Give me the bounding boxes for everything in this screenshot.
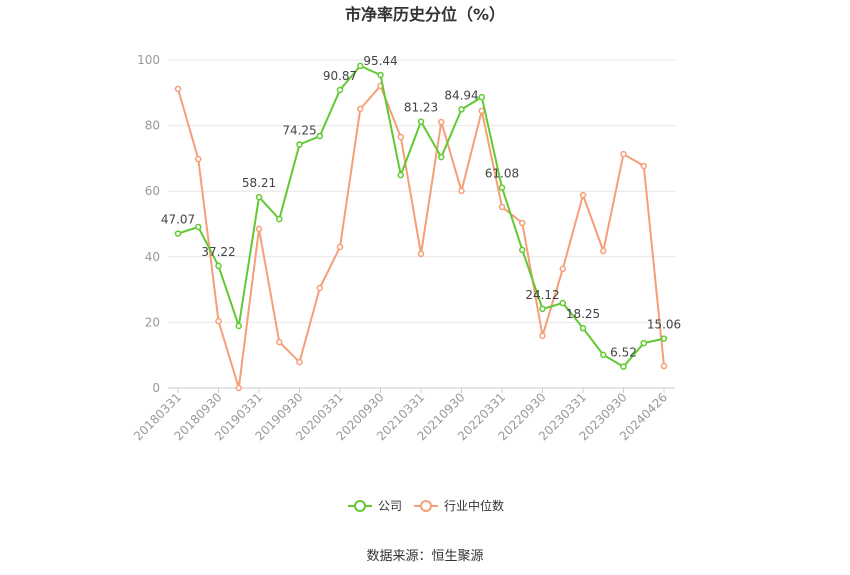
data-point-company [600, 351, 607, 359]
y-tick-label: 40 [145, 250, 160, 264]
data-point-industry-median [640, 162, 647, 170]
legend-marker-industry-median [420, 500, 432, 512]
data-point-industry-median [438, 118, 445, 126]
data-labels: 47.07 37.22 58.21 74.25 90.87 95.44 81.23 84.94… [161, 54, 681, 360]
legend-marker-company [354, 500, 366, 512]
data-point-company [316, 132, 323, 140]
data-label-company: 90.87 [323, 69, 357, 83]
data-point-company [336, 86, 344, 94]
data-label-company: 84.94 [444, 88, 478, 102]
data-point-company [620, 363, 627, 370]
data-point-industry-median [215, 317, 222, 325]
data-point-industry-median [498, 203, 506, 211]
data-point-industry-median [519, 219, 526, 227]
data-label-company: 95.44 [363, 54, 397, 68]
data-point-industry-median [276, 338, 283, 346]
data-point-industry-median [417, 250, 425, 258]
data-point-company [235, 322, 242, 330]
data-point-company [458, 106, 465, 113]
data-label-company: 81.23 [404, 101, 438, 115]
data-source: 数据来源：恒生聚源 [366, 549, 483, 564]
data-point-industry-median [296, 358, 303, 366]
grid [168, 59, 675, 323]
y-tick-label: 80 [145, 119, 160, 133]
data-point-industry-median [336, 243, 344, 251]
data-point-company [498, 184, 506, 191]
data-point-company [174, 230, 182, 237]
data-point-industry-median [620, 150, 627, 158]
data-point-company [215, 262, 222, 270]
data-point-company [255, 193, 263, 201]
y-tick-label: 100 [137, 53, 160, 67]
data-point-company [438, 153, 445, 161]
data-point-company [357, 62, 364, 70]
data-point-industry-median [235, 384, 242, 392]
y-tick-label: 20 [145, 315, 160, 329]
series-industry-median [174, 82, 668, 392]
data-point-company [417, 118, 425, 125]
data-label-company: 47.07 [161, 213, 195, 227]
data-label-company: 18.25 [566, 307, 600, 321]
y-tick-label: 0 [152, 381, 160, 395]
data-point-industry-median [660, 362, 668, 370]
legend-label-industry-median: 行业中位数 [444, 498, 504, 513]
data-point-industry-median [579, 191, 587, 199]
data-point-industry-median [397, 133, 404, 141]
chart-title: 市净率历史分位（%） [345, 5, 505, 24]
data-label-company: 74.25 [282, 123, 316, 137]
data-point-company [519, 246, 526, 254]
data-point-industry-median [357, 105, 364, 113]
series-layer [174, 62, 668, 392]
data-point-industry-median [195, 155, 202, 163]
data-point-company [579, 324, 587, 332]
data-point-company [640, 339, 647, 347]
data-point-company [559, 299, 566, 307]
data-label-company: 24.12 [525, 288, 559, 302]
legend-item-company[interactable]: 公司 [348, 499, 402, 513]
data-point-industry-median [458, 187, 465, 195]
data-label-company: 37.22 [201, 245, 235, 259]
data-point-company [660, 335, 668, 342]
data-label-company: 15.06 [647, 318, 681, 332]
data-point-company [478, 93, 485, 101]
data-point-company [195, 223, 202, 231]
data-point-industry-median [539, 332, 546, 340]
series-line-industry-median [177, 84, 665, 389]
data-point-company [397, 171, 404, 179]
data-label-company: 61.08 [485, 167, 519, 181]
data-point-industry-median [255, 225, 263, 233]
legend: 公司 行业中位数 [348, 498, 504, 513]
data-point-company [377, 71, 384, 79]
data-label-company: 58.21 [242, 176, 276, 190]
series-company [174, 62, 668, 370]
data-point-industry-median [174, 85, 182, 93]
data-label-company: 6.52 [610, 346, 637, 360]
data-point-company [296, 141, 303, 148]
data-point-company [539, 305, 546, 313]
y-tick-label: 60 [145, 184, 160, 198]
data-point-industry-median [559, 265, 566, 273]
legend-label-company: 公司 [378, 499, 402, 513]
data-point-company [276, 215, 283, 223]
legend-item-industry-median[interactable]: 行业中位数 [414, 498, 504, 513]
data-point-industry-median [316, 284, 323, 292]
data-point-industry-median [600, 247, 607, 255]
